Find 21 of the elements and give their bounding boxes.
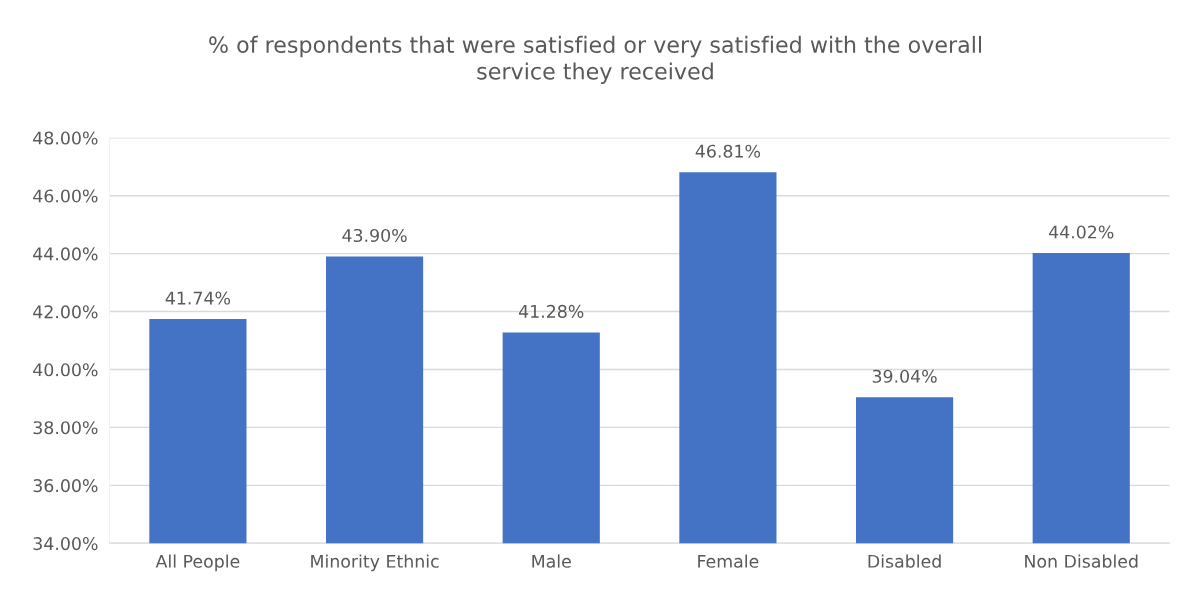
y-tick-label: 46.00% — [33, 189, 98, 203]
y-tick-label: 34.00% — [33, 537, 98, 551]
data-label: 44.02% — [1048, 225, 1114, 239]
data-label: 39.04% — [872, 369, 937, 383]
y-tick-label: 38.00% — [33, 421, 98, 435]
y-tick-label: 40.00% — [33, 363, 98, 377]
y-tick-label: 44.00% — [33, 247, 98, 261]
x-tick-label: Female — [698, 554, 759, 568]
x-tick-label: Disabled — [868, 554, 941, 568]
data-label: 41.28% — [518, 304, 584, 318]
x-tick-label: Non Disabled — [1025, 554, 1138, 568]
x-tick-label: Male — [532, 554, 571, 568]
data-label: 43.90% — [342, 228, 407, 243]
x-tick-label: All People — [155, 554, 240, 572]
y-tick-label: 42.00% — [33, 305, 98, 319]
data-label: 41.74% — [165, 291, 231, 305]
y-tick-label: 36.00% — [33, 479, 98, 493]
y-tick-label: 48.00% — [33, 131, 98, 145]
data-label: 46.81% — [695, 144, 761, 158]
chart-title: % of respondents that were satisfied or very satisfied with the overall service they received — [209, 35, 982, 84]
x-tick-label: Minority Ethnic — [311, 554, 439, 572]
